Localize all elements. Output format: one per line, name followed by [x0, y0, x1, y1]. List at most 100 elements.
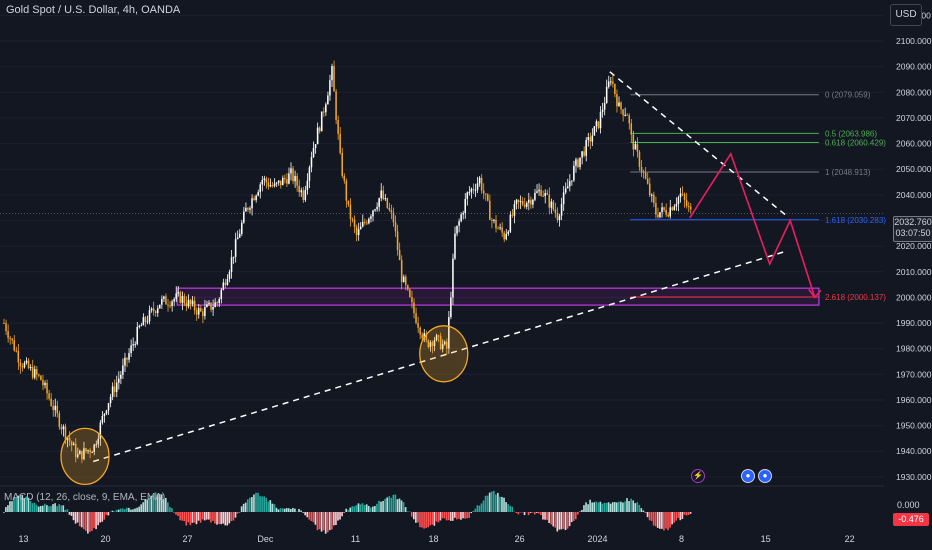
candle-body: [105, 410, 108, 414]
candle-body: [146, 321, 149, 323]
candle-body: [487, 194, 489, 201]
lightning-icon[interactable]: ⚡: [691, 469, 705, 483]
candle-body: [638, 151, 641, 167]
macd-bar: [35, 504, 38, 512]
macd-bar: [601, 503, 604, 512]
macd-bar: [146, 499, 149, 512]
macd-bar: [550, 512, 552, 525]
macd-bar: [384, 498, 386, 512]
price-tick-label: 1970.000: [896, 369, 932, 379]
candle-body: [466, 192, 469, 200]
candle-body: [42, 380, 44, 386]
macd-bar: [618, 501, 620, 512]
macd-bar: [646, 512, 649, 518]
time-axis[interactable]: 13 20 27 Dec 11 18 26 2024 8 15 22: [18, 534, 854, 544]
macd-bar: [386, 497, 388, 512]
candle-body: [109, 396, 112, 404]
candle-body: [409, 289, 411, 297]
candle-body: [630, 123, 633, 135]
macd-bar: [56, 506, 58, 512]
macd-bar: [199, 512, 202, 523]
macd-bar: [115, 509, 118, 512]
macd-bar: [150, 495, 153, 512]
candle-body: [497, 228, 499, 230]
candle-body: [257, 192, 259, 196]
candle-body: [474, 189, 477, 191]
macd-bar: [689, 512, 692, 514]
candle-body: [3, 323, 5, 325]
candle-body: [421, 334, 423, 339]
candle-body: [323, 111, 325, 113]
macd-bar: [548, 512, 550, 524]
macd-bar: [490, 491, 493, 512]
macd-bar: [60, 505, 63, 512]
currency-button[interactable]: USD: [890, 4, 922, 26]
candle-body: [60, 427, 63, 430]
candle-body: [159, 304, 161, 309]
price-tick-label: 1930.000: [896, 472, 932, 482]
macd-bar: [89, 512, 91, 532]
candle-body: [27, 360, 30, 369]
descending-trendline: [609, 71, 787, 216]
us-flag-icon[interactable]: ●: [758, 469, 772, 483]
macd-bar: [85, 512, 87, 531]
macd-bar: [197, 512, 200, 521]
candle-body: [673, 206, 676, 211]
macd-bar: [310, 512, 313, 522]
time-tick-label: Dec: [257, 534, 274, 544]
candle-body: [519, 201, 522, 203]
macd-bar: [80, 512, 83, 528]
price-tick-label: 1960.000: [896, 395, 932, 405]
price-axis[interactable]: 2110.0002100.0002090.0002080.0002070.000…: [896, 10, 932, 481]
candle-body: [478, 177, 481, 184]
macd-bar: [304, 512, 306, 516]
macd-bar: [527, 512, 530, 516]
macd-bar: [74, 512, 77, 524]
candle-body: [54, 405, 56, 411]
macd-bar: [171, 508, 173, 512]
macd-bar: [417, 512, 419, 523]
time-tick-label: 8: [679, 534, 684, 544]
candle-body: [228, 271, 231, 279]
macd-legend[interactable]: MACD (12, 26, close, 9, EMA, EMA): [4, 492, 166, 503]
candle-body: [179, 292, 182, 303]
macd-bar: [228, 512, 231, 524]
candle-body: [310, 157, 313, 168]
macd-bar: [15, 497, 17, 512]
candle-body: [511, 214, 514, 216]
candle-body: [685, 200, 688, 207]
candle-body: [99, 422, 102, 439]
candle-body: [144, 317, 147, 322]
candle-body: [509, 214, 512, 232]
price-tick-label: 2080.000: [896, 87, 932, 97]
candle-body: [255, 195, 257, 201]
candle-body: [376, 206, 378, 210]
candle-body: [429, 342, 432, 348]
macd-bar: [29, 501, 32, 512]
candle-body: [298, 185, 300, 193]
candle-body: [587, 137, 589, 140]
macd-bar: [320, 512, 323, 532]
macd-bar: [314, 512, 317, 525]
macd-bar: [675, 512, 678, 521]
candle-body: [337, 120, 339, 134]
macd-bar: [523, 512, 526, 516]
macd-bar: [312, 512, 315, 523]
candle-body: [327, 95, 329, 105]
macd-bar: [579, 511, 581, 512]
macd-bar: [128, 507, 130, 512]
macd-bar: [480, 503, 483, 512]
us-flag-icon[interactable]: ●: [741, 469, 755, 483]
candle-body: [320, 111, 323, 132]
candle-body: [200, 308, 202, 312]
candle-body: [183, 296, 186, 304]
candle-body: [468, 192, 471, 194]
candle-body: [364, 221, 366, 223]
candle-body: [505, 233, 507, 240]
candle-body: [17, 351, 20, 363]
macd-bar: [78, 512, 81, 527]
candle-body: [683, 194, 686, 201]
candle-body: [74, 443, 77, 457]
candle-body: [569, 181, 571, 187]
